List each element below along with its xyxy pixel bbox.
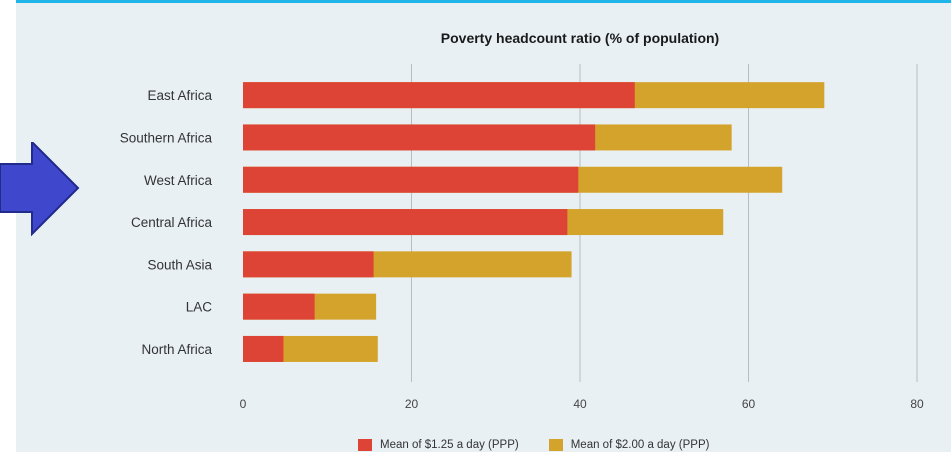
x-tick-label-0: 0 (240, 397, 247, 411)
category-label-0: East Africa (147, 88, 212, 103)
chart-title: Poverty headcount ratio (% of population… (440, 30, 720, 46)
bar-125-1 (243, 124, 596, 151)
legend-swatch-125 (358, 438, 372, 451)
bar-125-3 (243, 209, 568, 236)
x-tick-label-60: 60 (742, 397, 756, 411)
bar-125-6 (243, 335, 284, 362)
bar-125-5 (243, 293, 315, 320)
category-label-2: West Africa (144, 173, 213, 188)
legend-item-200: Mean of $2.00 a day (PPP) (548, 438, 710, 451)
legend: Mean of $1.25 a day (PPP) Mean of $2.00 … (358, 437, 709, 452)
category-label-3: Central Africa (131, 215, 213, 230)
top-rule (16, 0, 951, 3)
x-tick-label-40: 40 (573, 397, 587, 411)
category-label-6: North Africa (141, 342, 212, 357)
category-label-1: Southern Africa (120, 130, 213, 145)
bar-125-2 (243, 166, 579, 193)
x-tick-label-80: 80 (910, 397, 924, 411)
category-label-4: South Asia (147, 257, 212, 272)
legend-item-125: Mean of $1.25 a day (PPP) (358, 438, 519, 451)
right-arrow-icon (0, 142, 80, 237)
bar-125-0 (243, 82, 635, 109)
legend-swatch-200 (548, 438, 563, 451)
legend-label-125: Mean of $1.25 a day (PPP) (380, 438, 519, 451)
bar-125-4 (243, 251, 374, 278)
x-tick-label-20: 20 (405, 397, 419, 411)
right-arrow-shape (0, 142, 80, 237)
category-label-5: LAC (186, 300, 213, 315)
legend-label-200: Mean of $2.00 a day (PPP) (570, 438, 710, 451)
